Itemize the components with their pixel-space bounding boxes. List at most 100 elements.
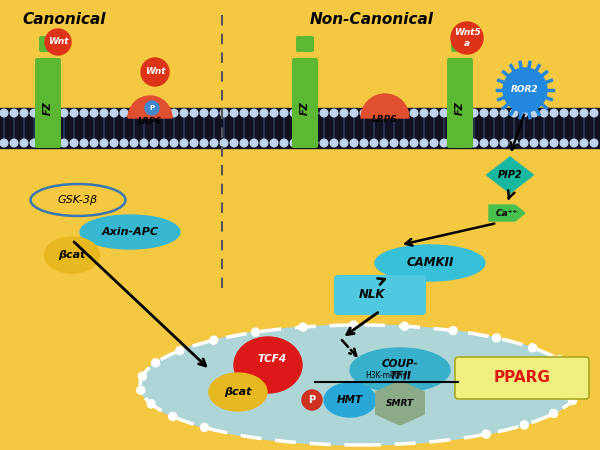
Circle shape [120, 139, 128, 147]
Circle shape [137, 386, 145, 394]
Circle shape [480, 109, 488, 117]
Circle shape [580, 109, 588, 117]
Circle shape [180, 139, 188, 147]
Text: Wnt5
a: Wnt5 a [454, 28, 481, 48]
Text: P: P [149, 105, 155, 111]
Text: Canonical: Canonical [22, 12, 106, 27]
FancyBboxPatch shape [451, 36, 469, 52]
Text: SMRT: SMRT [386, 399, 414, 408]
Text: Non-Canonical: Non-Canonical [310, 12, 434, 27]
Circle shape [120, 109, 128, 117]
Circle shape [130, 109, 138, 117]
Text: GSK-3β: GSK-3β [58, 195, 98, 205]
Text: Ca⁺⁺: Ca⁺⁺ [496, 208, 518, 217]
Circle shape [270, 109, 278, 117]
Text: PPARG: PPARG [494, 370, 550, 386]
Circle shape [147, 400, 155, 408]
Circle shape [350, 139, 358, 147]
Circle shape [529, 344, 536, 352]
Text: HMT: HMT [337, 395, 363, 405]
Circle shape [20, 139, 28, 147]
Ellipse shape [80, 215, 180, 249]
Ellipse shape [350, 348, 450, 392]
Wedge shape [361, 94, 409, 118]
Circle shape [450, 139, 458, 147]
Circle shape [220, 139, 228, 147]
Circle shape [10, 139, 18, 147]
Circle shape [130, 139, 138, 147]
Circle shape [230, 139, 238, 147]
Circle shape [60, 139, 68, 147]
Circle shape [450, 109, 458, 117]
Circle shape [290, 109, 298, 117]
Circle shape [330, 139, 338, 147]
Circle shape [170, 139, 178, 147]
Circle shape [200, 423, 208, 432]
Circle shape [410, 139, 418, 147]
Circle shape [550, 410, 557, 418]
Polygon shape [489, 205, 525, 221]
Circle shape [400, 322, 409, 330]
Circle shape [470, 109, 478, 117]
Circle shape [40, 109, 48, 117]
Circle shape [370, 109, 378, 117]
Circle shape [390, 109, 398, 117]
Circle shape [400, 109, 408, 117]
Circle shape [576, 383, 584, 391]
Text: P: P [308, 395, 316, 405]
FancyBboxPatch shape [39, 36, 57, 52]
Text: βcat: βcat [224, 387, 252, 397]
Circle shape [480, 139, 488, 147]
Circle shape [141, 58, 169, 86]
Circle shape [470, 139, 478, 147]
Circle shape [169, 413, 177, 420]
Text: Axin-APC: Axin-APC [101, 227, 158, 237]
Circle shape [360, 139, 368, 147]
Circle shape [302, 390, 322, 410]
Circle shape [299, 323, 307, 331]
Circle shape [220, 109, 228, 117]
Ellipse shape [324, 383, 376, 417]
Circle shape [176, 346, 184, 355]
FancyBboxPatch shape [292, 58, 318, 148]
Circle shape [110, 139, 118, 147]
Text: FZ: FZ [43, 101, 53, 115]
Circle shape [310, 109, 318, 117]
Circle shape [110, 109, 118, 117]
Text: LRP6: LRP6 [372, 116, 398, 125]
Circle shape [300, 109, 308, 117]
Circle shape [510, 139, 518, 147]
Circle shape [70, 139, 78, 147]
Circle shape [550, 109, 558, 117]
Text: PIP2: PIP2 [497, 170, 523, 180]
Polygon shape [376, 381, 424, 425]
Circle shape [530, 139, 538, 147]
Circle shape [145, 101, 159, 115]
Circle shape [80, 139, 88, 147]
Circle shape [460, 139, 468, 147]
Ellipse shape [234, 337, 302, 393]
Text: CAMKII: CAMKII [406, 256, 454, 270]
Circle shape [420, 139, 428, 147]
Circle shape [40, 139, 48, 147]
Circle shape [430, 139, 438, 147]
Circle shape [560, 139, 568, 147]
Ellipse shape [375, 245, 485, 281]
Circle shape [170, 109, 178, 117]
Circle shape [45, 29, 71, 55]
Circle shape [20, 109, 28, 117]
Circle shape [449, 327, 457, 335]
Text: Wnt: Wnt [48, 37, 68, 46]
Circle shape [340, 139, 348, 147]
Circle shape [320, 139, 328, 147]
Circle shape [10, 109, 18, 117]
Circle shape [571, 369, 580, 377]
Circle shape [30, 139, 38, 147]
Circle shape [160, 109, 168, 117]
Circle shape [570, 139, 578, 147]
Circle shape [30, 109, 38, 117]
Circle shape [100, 139, 108, 147]
Circle shape [510, 109, 518, 117]
Circle shape [360, 109, 368, 117]
Circle shape [330, 109, 338, 117]
